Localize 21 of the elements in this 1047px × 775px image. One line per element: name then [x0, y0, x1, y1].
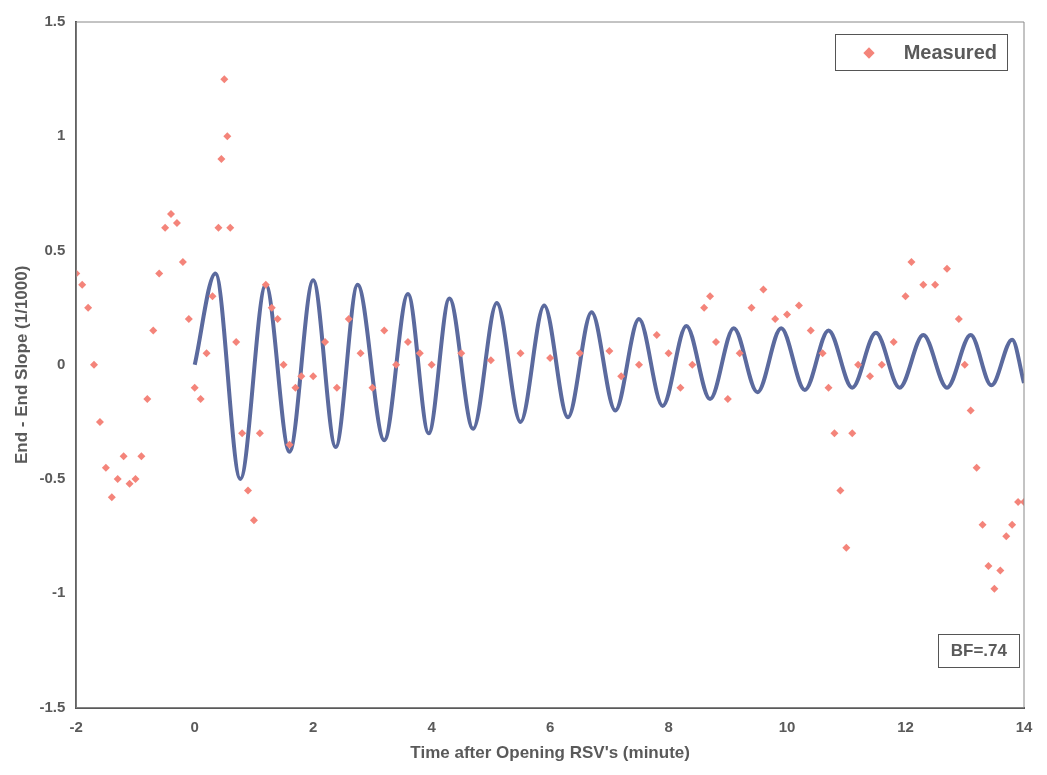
y-tick-label: 0.5: [44, 240, 66, 258]
y-tick-label: -1.5: [39, 697, 66, 715]
x-tick-label: 10: [778, 717, 796, 735]
y-tick-label: 0: [56, 354, 66, 372]
x-tick-label: 2: [309, 717, 318, 735]
x-axis-title: Time after Opening RSV's (minute): [410, 743, 690, 763]
x-tick-label: -2: [69, 717, 83, 735]
y-tick-label: 1: [56, 126, 66, 144]
y-tick-label: 1.5: [44, 12, 66, 30]
y-axis-title: End - End Slope (1/1000): [11, 265, 31, 464]
x-tick-label: 0: [190, 717, 199, 735]
x-tick-label: 12: [897, 717, 914, 735]
y-tick-label: -1: [51, 583, 66, 601]
line-series: [192, 271, 1024, 482]
y-tick-label: -0.5: [39, 469, 66, 487]
legend-label: Measured: [903, 41, 997, 64]
x-tick-label: 4: [427, 717, 437, 735]
annotation: BF=.74: [937, 633, 1020, 668]
x-tick-label: 8: [664, 717, 673, 735]
x-tick-label: 6: [545, 717, 555, 735]
x-tick-label: 14: [1015, 717, 1033, 735]
